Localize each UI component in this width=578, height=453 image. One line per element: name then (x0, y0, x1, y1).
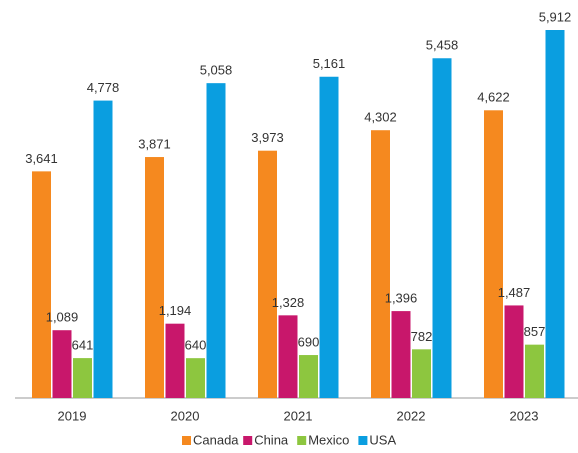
x-tick-label: 2023 (510, 408, 539, 423)
data-label: 782 (411, 329, 433, 344)
bar (545, 30, 565, 398)
data-label: 5,458 (426, 38, 459, 53)
legend-label: Mexico (308, 432, 349, 447)
bar (206, 83, 226, 398)
bar (319, 76, 339, 399)
bar (186, 358, 205, 398)
data-label: 690 (298, 334, 320, 349)
x-tick-label: 2021 (284, 408, 313, 423)
data-label: 857 (524, 324, 546, 339)
data-label: 1,396 (385, 291, 418, 306)
data-label: 4,622 (477, 90, 510, 105)
data-label: 1,487 (498, 285, 531, 300)
legend-swatch (358, 436, 368, 445)
data-label: 641 (72, 338, 94, 353)
bar (412, 349, 431, 398)
legend-label: Canada (193, 432, 239, 447)
data-label: 1,328 (272, 295, 305, 310)
data-label: 3,973 (251, 130, 284, 145)
legend-label: USA (369, 432, 396, 447)
bar (504, 305, 524, 398)
data-label: 3,641 (25, 151, 58, 166)
data-label: 5,058 (200, 63, 233, 78)
bar (278, 315, 298, 398)
bar (52, 330, 72, 398)
bar (32, 171, 51, 398)
legend-label: China (254, 432, 289, 447)
legend-swatch (182, 436, 191, 445)
data-label: 5,912 (539, 9, 572, 24)
data-label: 3,871 (138, 136, 171, 151)
bar (165, 323, 185, 398)
x-tick-label: 2020 (171, 408, 200, 423)
bar (258, 150, 277, 398)
bar (299, 355, 318, 398)
bar (391, 311, 411, 398)
data-label: 4,778 (87, 80, 120, 95)
bar (484, 110, 503, 398)
bar (525, 344, 544, 398)
bar (371, 130, 390, 399)
data-label: 4,302 (364, 110, 397, 125)
bar (93, 100, 113, 398)
data-label: 640 (185, 338, 207, 353)
legend-swatch (243, 436, 253, 445)
data-label: 1,089 (46, 310, 79, 325)
bar (432, 58, 452, 398)
data-label: 1,194 (159, 303, 192, 318)
data-label: 5,161 (313, 56, 346, 71)
x-tick-label: 2019 (58, 408, 87, 423)
bar (145, 157, 164, 398)
x-tick-label: 2022 (397, 408, 426, 423)
legend-swatch (297, 436, 307, 445)
bar (73, 358, 92, 398)
